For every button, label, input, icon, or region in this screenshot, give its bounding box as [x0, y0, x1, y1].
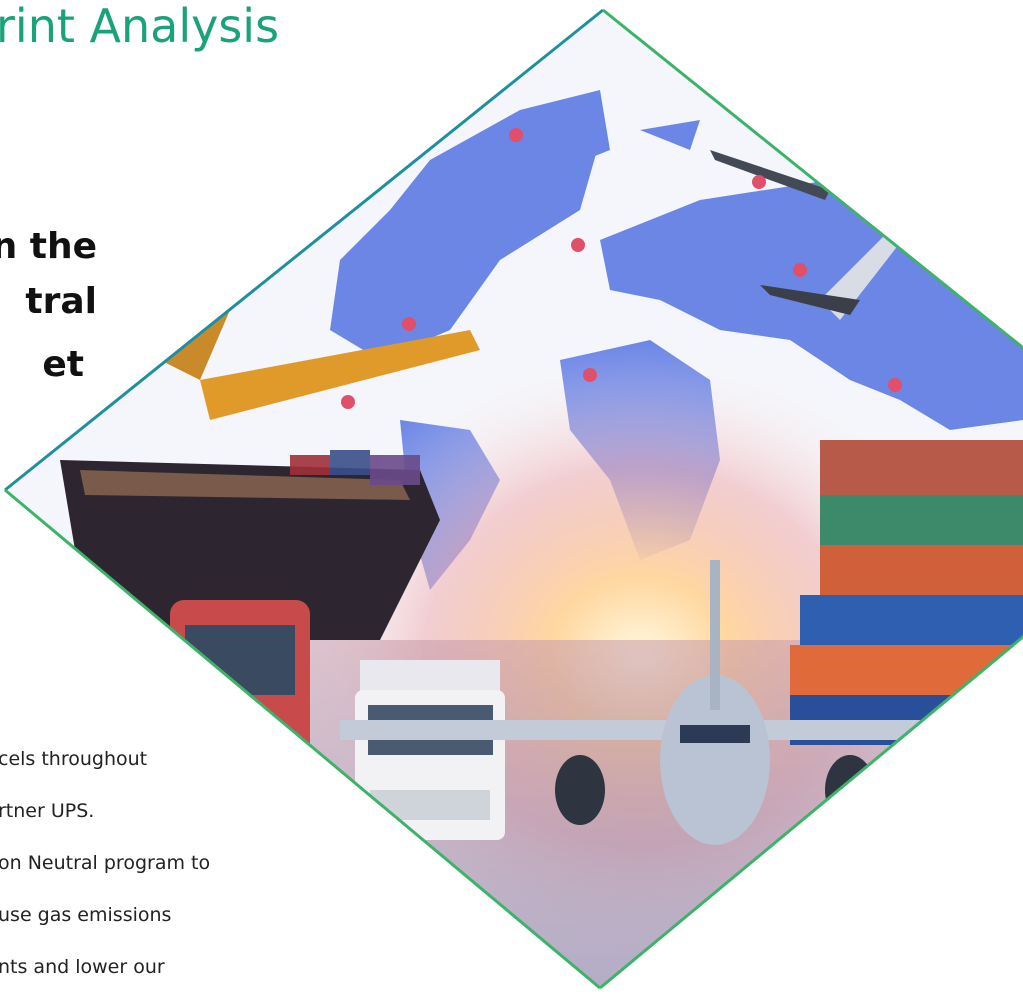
heading-line: et: [42, 344, 84, 385]
photo-rect: [370, 455, 420, 485]
photo-rect: [820, 545, 1023, 595]
photo: [0, 0, 1023, 996]
photo-g: [355, 660, 505, 840]
photo-rect: [370, 790, 490, 820]
photo-rect: [330, 450, 370, 475]
photo-rect: [820, 440, 1023, 495]
photo-rect: [290, 455, 330, 475]
photo-circle: [888, 378, 902, 392]
photo-circle: [571, 238, 585, 252]
photo-circle: [752, 175, 766, 189]
body-line: cels throughout: [0, 748, 147, 770]
photo-rect: [680, 725, 750, 743]
body-line: use gas emissions: [0, 904, 171, 926]
photo-circle: [341, 395, 355, 409]
photo-rect: [820, 495, 1023, 545]
photo-circle: [402, 317, 416, 331]
title: rint Analysis: [0, 0, 279, 53]
photo-circle: [509, 128, 523, 142]
photo-rect: [790, 645, 1023, 695]
body-line: rtner UPS.: [0, 800, 94, 822]
body-line: nts and lower our: [0, 956, 165, 978]
photo-g: [170, 600, 310, 790]
page: {"header": {"title": "rint Analysis"}, "…: [0, 0, 1023, 996]
slide: rint Analysis n the tral et cels through…: [0, 0, 1023, 996]
heading-line: tral: [25, 281, 97, 322]
photo-rect: [710, 560, 720, 710]
photo-g: [790, 440, 1023, 745]
photo-circle: [583, 368, 597, 382]
photo-rect: [800, 595, 1023, 645]
photo-ellipse: [555, 755, 605, 825]
photo-circle: [793, 263, 807, 277]
heading-line: n the: [0, 226, 97, 267]
body-line: on Neutral program to: [0, 852, 210, 874]
photo-rect: [185, 625, 295, 695]
